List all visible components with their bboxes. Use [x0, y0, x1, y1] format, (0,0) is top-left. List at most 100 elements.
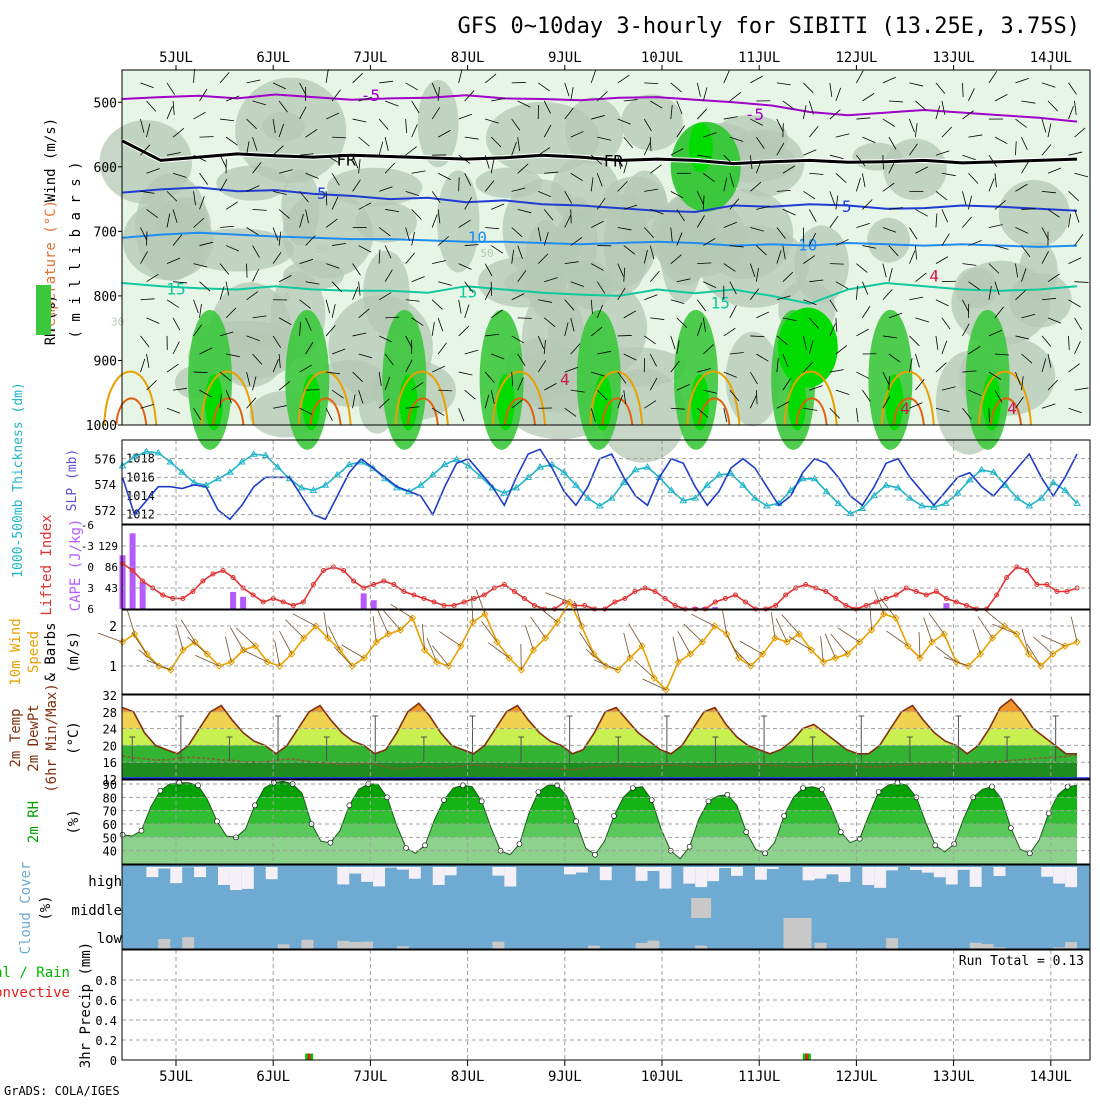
wind-barb-10m: [439, 631, 461, 646]
precip-tick-label: 0.2: [95, 1034, 117, 1048]
label-temp-2: 2m DewPt: [26, 704, 42, 771]
day-label-top: 11JUL: [738, 50, 780, 66]
rh-tick-label: 60: [103, 818, 117, 832]
wind-barb-10m: [978, 616, 993, 638]
rh-point: [725, 792, 730, 797]
rh-point: [649, 798, 654, 803]
rh-point: [876, 790, 881, 795]
thickness-tick-label: 574: [94, 478, 116, 492]
wind-barb-10m: [924, 617, 932, 642]
cloud-high-gap: [862, 867, 874, 885]
rh-shade-gray: [216, 165, 288, 200]
wind-barb-10m: [279, 631, 291, 654]
wind-barb-10m: [580, 632, 594, 654]
wind-barb-10m: [373, 616, 376, 642]
day-label-top: 7JUL: [354, 50, 388, 66]
wind-barb-10m: [127, 609, 135, 634]
day-label-top: 13JUL: [933, 50, 975, 66]
temp-tick-label: 20: [103, 739, 117, 753]
wind-barb-10m: [673, 637, 678, 662]
rh-point: [328, 840, 333, 845]
cloud-low-bar: [982, 944, 994, 949]
wind-barb-10m: [919, 632, 920, 658]
day-label-top: 14JUL: [1030, 50, 1072, 66]
cloud-high-gap: [373, 867, 385, 886]
wind-barb-10m: [285, 620, 303, 638]
day-label-top: 10JUL: [641, 50, 683, 66]
cloud-high-gap: [803, 867, 815, 880]
wind-barb-10m: [176, 625, 183, 650]
cloud-high-gap: [1041, 867, 1053, 877]
rh-band: [122, 824, 1090, 837]
pressure-tick-label: 900: [94, 354, 117, 369]
rh-point: [404, 846, 409, 851]
wind-panel-frame: [122, 610, 1090, 694]
rh-point: [1008, 826, 1013, 831]
rh-tick-label: 80: [103, 791, 117, 805]
label-temp-4: (°C): [66, 721, 82, 755]
wind-barb-10m: [722, 608, 727, 634]
rh-point: [574, 819, 579, 824]
rh-point: [744, 830, 749, 835]
cloud-level-low: low: [97, 931, 123, 947]
wind-barb-10m: [831, 634, 848, 654]
cloud-high-gap: [695, 867, 707, 887]
precip-conv-bar: [308, 1054, 311, 1061]
label-lifted: Lifted Index: [39, 514, 55, 615]
wind-barb-10m: [293, 614, 316, 626]
wind-barb-10m: [181, 620, 195, 642]
cloud-high-gap: [146, 867, 158, 877]
precip-conv-bar: [805, 1054, 808, 1061]
rh-point: [120, 832, 125, 837]
temp-tick-label: 28: [103, 706, 117, 720]
day-label-top: 8JUL: [451, 50, 485, 66]
contour-label: 5: [842, 197, 852, 216]
wind-barb-10m: [531, 617, 546, 638]
rh-shade-gray: [281, 169, 319, 245]
cloud-high-gap: [719, 867, 731, 868]
precip-panel-frame: [122, 950, 1090, 1060]
rh-tick-label: 50: [103, 831, 117, 845]
precip-tick-label: 0.4: [95, 1014, 117, 1028]
rh-shade-gray: [475, 168, 542, 199]
precip-panel: 00.20.40.60.8: [95, 974, 811, 1068]
rh-band: [122, 797, 1090, 810]
day-label-top: 9JUL: [548, 50, 582, 66]
contour-label: -5: [361, 86, 380, 105]
contour-label: 50: [276, 291, 289, 304]
day-label-top: 6JUL: [256, 50, 290, 66]
cloud-high-gap: [242, 867, 254, 889]
wind-barb-10m: [525, 625, 533, 650]
footer-credit: GrADS: COLA/IGES: [4, 1084, 120, 1098]
li-tick-label: 0: [87, 561, 94, 574]
cloud-low-bar: [302, 940, 314, 949]
cloud-high-gap: [158, 867, 170, 868]
day-label-bottom: 5JUL: [159, 1069, 193, 1085]
label-temp-1: 2m Temp: [8, 708, 24, 767]
wind-tick-label: 1: [109, 660, 117, 675]
rh-point: [952, 842, 957, 847]
rh-point: [1065, 784, 1070, 789]
day-label-bottom: 14JUL: [1030, 1069, 1072, 1085]
day-label-bottom: 9JUL: [548, 1069, 582, 1085]
rh-tick-label: 90: [103, 778, 117, 792]
contour-label: 50: [753, 133, 766, 146]
wind-barb-10m: [230, 627, 243, 650]
rh-point: [139, 828, 144, 833]
pressure-tick-label: 500: [94, 96, 117, 111]
li-tick-label: -6: [81, 519, 94, 532]
rh-point: [158, 788, 163, 793]
wind-barb-10m: [929, 613, 944, 634]
label-slp: SLP (mb): [65, 449, 80, 512]
temp-tick-label: 32: [103, 689, 117, 703]
cloud-level-high: high: [88, 874, 122, 890]
wind-barb-10m: [275, 640, 280, 666]
rh-shade-bright: [689, 122, 713, 172]
label-precip-2: Convective: [0, 985, 70, 1001]
cape-tick-label: 129: [98, 540, 118, 553]
thickness-tick-label: 572: [94, 504, 116, 518]
rh-shade-gray: [867, 218, 910, 263]
cloud-high-gap: [767, 867, 779, 869]
